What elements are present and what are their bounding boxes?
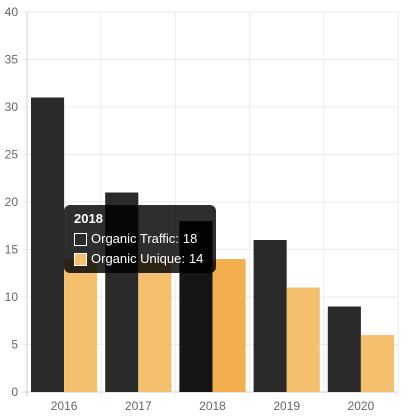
tooltip-row-organic-unique: Organic Unique: 14 xyxy=(74,251,206,267)
y-tick-label-30: 30 xyxy=(5,100,19,114)
x-tick-label-2017: 2017 xyxy=(125,399,152,413)
y-tick-label-10: 10 xyxy=(5,290,19,304)
bar-organic-unique-2017[interactable] xyxy=(138,259,172,392)
bar-organic-unique-2016[interactable] xyxy=(64,259,98,392)
bars xyxy=(31,97,394,393)
x-tick-label-2019: 2019 xyxy=(273,399,300,413)
y-tick-label-25: 25 xyxy=(5,148,19,162)
bar-organic-traffic-2016[interactable] xyxy=(31,97,65,393)
x-tick-label-2020: 2020 xyxy=(348,399,375,413)
tooltip-label-organic-unique: Organic Unique: xyxy=(91,251,185,266)
tooltip-value-organic-traffic: 18 xyxy=(182,231,198,246)
tooltip-value-organic-unique: 14 xyxy=(188,251,204,266)
y-tick-label-40: 40 xyxy=(5,5,19,19)
x-tick-label-2018: 2018 xyxy=(199,399,226,413)
tooltip-label-organic-traffic: Organic Traffic: xyxy=(91,231,179,246)
tooltip-swatch-organic-unique xyxy=(74,252,87,266)
bar-organic-unique-2019[interactable] xyxy=(286,287,320,393)
y-axis-ticks: 0 5 10 15 20 25 30 35 40 xyxy=(5,5,19,399)
y-tick-label-15: 15 xyxy=(5,243,19,257)
chart-tooltip: 2018 Organic Traffic: 18 Organic Unique:… xyxy=(64,205,216,273)
bar-organic-unique-2018[interactable] xyxy=(212,259,246,392)
grid-lines xyxy=(22,11,399,397)
tooltip-title: 2018 xyxy=(74,211,103,226)
bar-organic-traffic-2020[interactable] xyxy=(327,306,361,393)
bar-organic-unique-2020[interactable] xyxy=(360,335,394,392)
y-tick-label-0: 0 xyxy=(11,385,18,399)
y-tick-label-5: 5 xyxy=(11,338,18,352)
x-axis-ticks: 2016 2017 2018 2019 2020 xyxy=(51,399,375,413)
y-tick-label-35: 35 xyxy=(5,53,19,67)
y-tick-label-20: 20 xyxy=(5,195,19,209)
x-tick-label-2016: 2016 xyxy=(51,399,78,413)
bar-organic-traffic-2019[interactable] xyxy=(253,240,287,392)
tooltip-swatch-organic-traffic xyxy=(74,232,87,246)
tooltip-row-organic-traffic: Organic Traffic: 18 xyxy=(74,231,206,247)
